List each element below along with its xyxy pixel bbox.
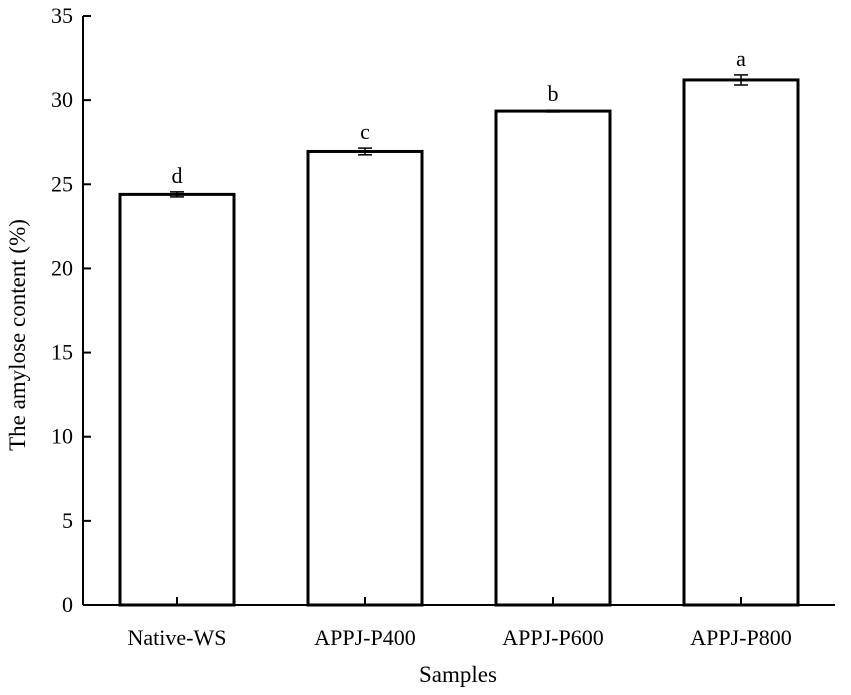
bar-native-ws bbox=[118, 192, 236, 607]
y-tick-label: 20 bbox=[51, 255, 73, 280]
x-axis: Native-WS APPJ-P400 APPJ-P600 APPJ-P800 bbox=[83, 597, 835, 650]
bar-appj-p400 bbox=[306, 149, 424, 607]
bar-appj-p600 bbox=[494, 109, 612, 607]
bar-appj-p800 bbox=[682, 78, 800, 607]
y-tick-label: 35 bbox=[51, 3, 73, 28]
significance-letter: d bbox=[172, 163, 183, 188]
significance-letter: b bbox=[548, 81, 559, 106]
y-tick-label: 15 bbox=[51, 340, 73, 365]
y-tick-label: 30 bbox=[51, 87, 73, 112]
y-axis-title: The amylose content (%) bbox=[5, 219, 30, 451]
x-axis-title: Samples bbox=[419, 662, 497, 687]
y-tick-label: 5 bbox=[62, 508, 73, 533]
y-tick-label: 0 bbox=[62, 592, 73, 617]
x-tick-label: APPJ-P600 bbox=[502, 625, 603, 650]
significance-letter: a bbox=[736, 46, 746, 71]
y-tick-label: 25 bbox=[51, 171, 73, 196]
x-tick-label: Native-WS bbox=[128, 625, 227, 650]
y-axis: 0 5 10 15 20 25 30 35 bbox=[51, 3, 91, 617]
x-tick-label: APPJ-P800 bbox=[690, 625, 791, 650]
significance-letter: c bbox=[360, 119, 370, 144]
y-tick-label: 10 bbox=[51, 424, 73, 449]
plot-area: d c b a bbox=[118, 46, 800, 607]
x-tick-label: APPJ-P400 bbox=[314, 625, 415, 650]
